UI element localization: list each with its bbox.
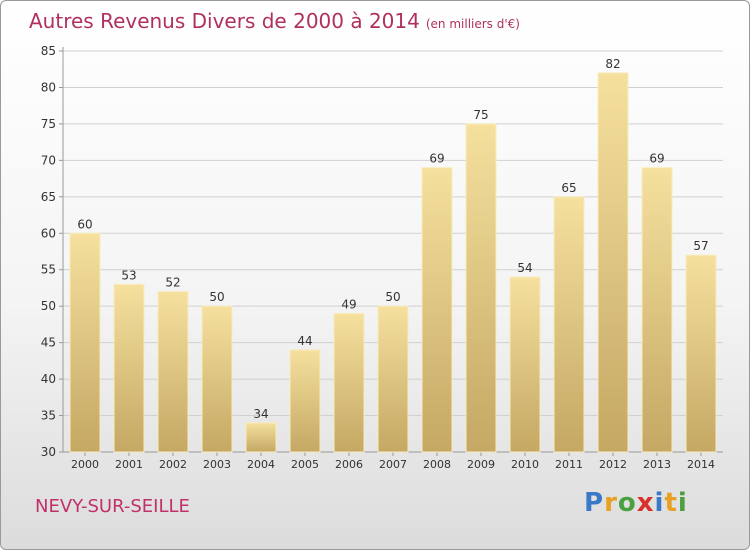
data-label: 69: [429, 152, 444, 166]
x-tick-label: 2002: [159, 458, 187, 471]
bars: [69, 72, 717, 453]
data-label: 53: [121, 268, 136, 282]
chart-title: Autres Revenus Divers de 2000 à 2014 (en …: [29, 9, 520, 33]
proxiti-logo: Proxiti: [584, 488, 688, 518]
data-label: 50: [385, 290, 400, 304]
y-tick-label: 75: [41, 117, 56, 131]
x-tick-label: 2012: [599, 458, 627, 471]
bar: [333, 312, 365, 453]
x-tick-label: 2004: [247, 458, 275, 471]
data-label: 65: [561, 181, 576, 195]
bar: [69, 232, 101, 453]
data-label: 54: [517, 261, 532, 275]
x-tick-label: 2009: [467, 458, 495, 471]
data-label: 57: [693, 239, 708, 253]
bar: [421, 167, 453, 453]
y-tick-label: 60: [41, 226, 56, 240]
x-tick-label: 2008: [423, 458, 451, 471]
y-tick-label: 85: [41, 44, 56, 58]
chart-title-unit: (en milliers d'€): [425, 17, 520, 31]
data-label: 52: [165, 276, 180, 290]
x-tick-label: 2001: [115, 458, 143, 471]
bar: [685, 254, 717, 453]
commune-name: NEVY-SUR-SEILLE: [35, 496, 190, 517]
y-tick-label: 65: [41, 190, 56, 204]
bar: [509, 276, 541, 453]
data-label: 44: [297, 334, 312, 348]
data-label: 50: [209, 290, 224, 304]
chart-title-main: Autres Revenus Divers de 2000 à 2014: [29, 9, 420, 33]
labels: 30 35 40 45 50 55 60 65 70 75 80 85 60 2000 53 2001 52 20…: [41, 44, 715, 471]
bar: [553, 196, 585, 453]
x-tick-label: 2000: [71, 458, 99, 471]
y-tick-label: 70: [41, 153, 56, 167]
bar: [245, 422, 277, 453]
y-tick-label: 30: [41, 445, 56, 459]
bar: [157, 291, 189, 453]
data-label: 34: [253, 407, 268, 421]
x-tick-label: 2011: [555, 458, 583, 471]
data-label: 69: [649, 152, 664, 166]
bar: [465, 123, 497, 453]
data-label: 82: [605, 57, 620, 71]
x-tick-label: 2005: [291, 458, 319, 471]
bar: [377, 305, 409, 453]
data-label: 49: [341, 297, 356, 311]
x-tick-label: 2013: [643, 458, 671, 471]
y-tick-label: 40: [41, 372, 56, 386]
bar: [597, 72, 629, 453]
data-label: 60: [77, 217, 92, 231]
y-tick-label: 45: [41, 336, 56, 350]
bar: [289, 349, 321, 453]
x-tick-label: 2014: [687, 458, 715, 471]
data-label: 75: [473, 108, 488, 122]
x-tick-label: 2003: [203, 458, 231, 471]
y-tick-label: 50: [41, 299, 56, 313]
x-tick-label: 2006: [335, 458, 363, 471]
bar: [641, 167, 673, 453]
x-tick-label: 2010: [511, 458, 539, 471]
bar: [201, 305, 233, 453]
y-tick-label: 35: [41, 409, 56, 423]
bar: [113, 283, 145, 453]
y-tick-label: 80: [41, 80, 56, 94]
y-tick-label: 55: [41, 263, 56, 277]
x-tick-label: 2007: [379, 458, 407, 471]
